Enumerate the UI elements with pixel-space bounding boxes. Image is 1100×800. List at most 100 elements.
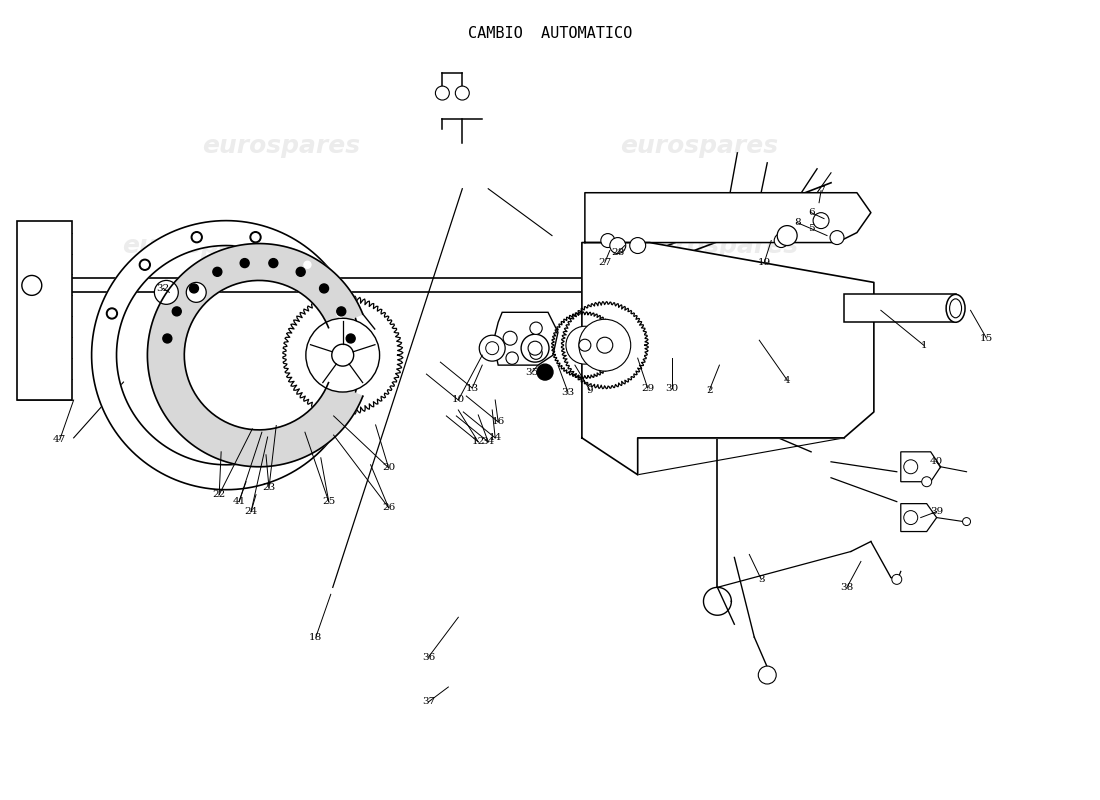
- Text: 28: 28: [612, 248, 625, 257]
- Circle shape: [758, 666, 777, 684]
- Circle shape: [22, 275, 42, 295]
- Bar: [844, 294, 956, 322]
- Circle shape: [455, 86, 470, 100]
- Text: 29: 29: [641, 383, 654, 393]
- Circle shape: [778, 226, 798, 246]
- Text: 9: 9: [586, 386, 593, 394]
- Circle shape: [163, 334, 172, 343]
- Circle shape: [240, 258, 250, 267]
- Circle shape: [337, 310, 344, 317]
- Polygon shape: [147, 243, 363, 466]
- Circle shape: [141, 262, 149, 268]
- Circle shape: [892, 574, 902, 584]
- Text: 1: 1: [921, 341, 927, 350]
- Circle shape: [506, 352, 518, 364]
- Text: eurospares: eurospares: [202, 134, 360, 158]
- Circle shape: [304, 262, 311, 268]
- Polygon shape: [585, 193, 871, 242]
- Text: eurospares: eurospares: [640, 234, 799, 258]
- Circle shape: [140, 259, 151, 270]
- Text: 33: 33: [561, 387, 574, 397]
- Text: 23: 23: [263, 483, 276, 492]
- Circle shape: [503, 331, 517, 345]
- Text: 47: 47: [53, 435, 66, 444]
- Text: 8: 8: [794, 218, 801, 227]
- Polygon shape: [493, 312, 558, 365]
- Circle shape: [601, 234, 615, 247]
- Circle shape: [579, 339, 591, 351]
- Text: 7: 7: [817, 186, 824, 195]
- Text: 6: 6: [807, 208, 814, 217]
- Circle shape: [107, 308, 118, 319]
- Text: 20: 20: [382, 463, 395, 472]
- Text: 3: 3: [758, 575, 764, 584]
- Circle shape: [528, 342, 542, 355]
- Circle shape: [565, 326, 604, 364]
- Text: 10: 10: [452, 395, 465, 405]
- Circle shape: [922, 477, 932, 486]
- Circle shape: [813, 213, 829, 229]
- Circle shape: [962, 518, 970, 526]
- Text: 34: 34: [482, 438, 495, 446]
- Circle shape: [530, 322, 542, 334]
- Text: 15: 15: [980, 334, 993, 342]
- Circle shape: [486, 342, 498, 354]
- Circle shape: [194, 234, 200, 241]
- Text: 2: 2: [706, 386, 713, 394]
- Circle shape: [774, 234, 789, 247]
- Text: 35: 35: [526, 367, 539, 377]
- Text: eurospares: eurospares: [122, 234, 280, 258]
- Text: CAMBIO  AUTOMATICO: CAMBIO AUTOMATICO: [468, 26, 632, 42]
- Circle shape: [609, 238, 626, 254]
- Circle shape: [332, 344, 354, 366]
- Text: eurospares: eurospares: [620, 134, 779, 158]
- Circle shape: [296, 267, 305, 276]
- Text: 40: 40: [930, 458, 944, 466]
- Circle shape: [579, 319, 630, 371]
- Text: 37: 37: [421, 698, 434, 706]
- Text: 22: 22: [212, 490, 226, 499]
- Circle shape: [629, 238, 646, 254]
- Text: 32: 32: [156, 284, 170, 293]
- Text: 13: 13: [465, 383, 478, 393]
- Bar: [16, 221, 72, 400]
- Text: 27: 27: [598, 258, 612, 267]
- Circle shape: [537, 364, 553, 380]
- Text: 16: 16: [492, 418, 505, 426]
- Circle shape: [186, 282, 206, 302]
- Circle shape: [436, 86, 450, 100]
- Circle shape: [109, 310, 116, 317]
- Text: 19: 19: [758, 258, 771, 267]
- Circle shape: [252, 234, 258, 241]
- Text: 41: 41: [232, 497, 245, 506]
- Text: 12: 12: [472, 438, 485, 446]
- Circle shape: [830, 230, 844, 245]
- Circle shape: [904, 460, 917, 474]
- Circle shape: [173, 307, 182, 316]
- Circle shape: [597, 338, 613, 353]
- Text: 30: 30: [666, 383, 679, 393]
- Text: 14: 14: [488, 434, 502, 442]
- Polygon shape: [901, 504, 937, 531]
- Ellipse shape: [946, 294, 965, 322]
- Text: 24: 24: [244, 507, 257, 516]
- Polygon shape: [91, 221, 356, 490]
- Text: 4: 4: [784, 375, 791, 385]
- Circle shape: [904, 510, 917, 525]
- Circle shape: [213, 267, 222, 276]
- Text: 25: 25: [322, 497, 335, 506]
- Polygon shape: [901, 452, 940, 482]
- Circle shape: [189, 284, 198, 293]
- Text: 39: 39: [930, 507, 944, 516]
- Text: 36: 36: [421, 653, 434, 662]
- Text: 38: 38: [840, 583, 854, 592]
- Circle shape: [301, 259, 312, 270]
- Circle shape: [334, 308, 345, 319]
- Circle shape: [154, 281, 178, 304]
- Circle shape: [306, 318, 379, 392]
- Ellipse shape: [949, 299, 961, 318]
- Circle shape: [191, 232, 202, 242]
- Circle shape: [530, 347, 542, 359]
- Circle shape: [268, 258, 278, 267]
- Circle shape: [320, 284, 329, 293]
